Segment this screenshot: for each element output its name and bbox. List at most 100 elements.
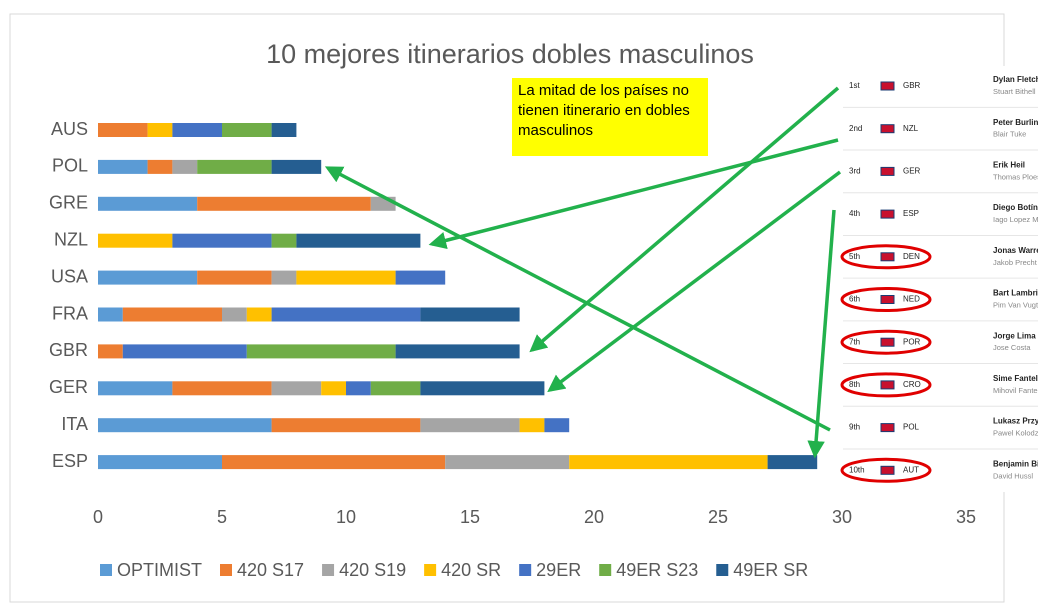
y-tick-label: GBR (49, 340, 88, 360)
rank: 4th (849, 209, 860, 218)
legend-item: 420 SR (424, 560, 501, 580)
helm-name: Diego Botín Le Chev (993, 203, 1038, 212)
y-tick-label: ESP (52, 451, 88, 471)
crew-name: Pawel Kolodzinski (993, 429, 1038, 438)
flag (880, 252, 895, 262)
bar-segment (420, 381, 545, 396)
bar-segment (98, 123, 148, 137)
bar-segment (147, 123, 173, 137)
country: GER (903, 167, 921, 176)
bar-segment (197, 196, 371, 211)
flag (880, 423, 895, 433)
country: POL (903, 423, 920, 432)
helm-name: Benjamin Bildstein (993, 459, 1038, 468)
bar-segment (197, 270, 272, 285)
rank: 3rd (849, 167, 861, 176)
crew-name: Jose Costa (993, 343, 1031, 352)
bar-segment (98, 270, 198, 285)
flag (880, 337, 895, 347)
bar-segment (395, 270, 446, 285)
crew-name: Jakob Precht Jensen (993, 258, 1038, 267)
arrow (324, 166, 831, 432)
bar-segment (98, 418, 272, 433)
legend-swatch (322, 564, 335, 576)
x-tick-label: 25 (708, 507, 728, 527)
bar-segment (370, 381, 421, 396)
helm-name: Peter Burling (993, 118, 1038, 127)
legend-swatch (716, 564, 729, 576)
crew-name: Blair Tuke (993, 130, 1026, 139)
y-tick-label: ITA (61, 414, 88, 434)
helm-name: Jonas Warrer (993, 246, 1038, 255)
bar-segment (246, 307, 272, 322)
rank: 9th (849, 423, 860, 432)
y-tick-label: GER (49, 377, 88, 397)
legend-label: 420 SR (441, 560, 501, 580)
flag (880, 295, 895, 304)
helm-name: Erik Heil (993, 161, 1025, 170)
crew-name: Pim Van Vugt (993, 300, 1038, 309)
bar-segment (222, 455, 446, 470)
crew-name: David Hussl (993, 471, 1033, 480)
legend-swatch (220, 564, 232, 576)
legend-label: 420 S19 (339, 560, 406, 580)
country: NED (903, 295, 920, 304)
bar-segment (445, 455, 570, 470)
flag (880, 124, 895, 134)
helm-name: Bart Lambriex (993, 289, 1038, 298)
bar-segment (172, 233, 272, 248)
bar-segment (420, 418, 520, 433)
bar-segment (222, 307, 247, 322)
crew-name: Mihovil Fantela (993, 386, 1038, 395)
legend-item: OPTIMIST (100, 560, 202, 580)
bar-segment (395, 344, 520, 359)
legend-label: 49ER S23 (616, 560, 698, 580)
bar-segment (246, 344, 396, 359)
bar-segment (98, 233, 173, 248)
flag (880, 380, 895, 390)
country: DEN (903, 252, 920, 261)
x-tick-label: 15 (460, 507, 480, 527)
arrow (529, 86, 840, 353)
legend-item: 49ER SR (716, 560, 808, 580)
bar-segment (544, 418, 570, 433)
bar-segment (321, 381, 346, 396)
country: CRO (903, 380, 921, 389)
legend-label: 420 S17 (237, 560, 304, 580)
highlight-circle (840, 372, 932, 398)
bar-segment (271, 123, 297, 137)
x-tick-label: 35 (956, 507, 976, 527)
bar-segment (271, 159, 322, 174)
bar-segment (271, 381, 322, 396)
arrow (807, 209, 836, 459)
legend-label: 29ER (536, 560, 581, 580)
bar-segment (346, 381, 371, 396)
bar-segment (122, 307, 222, 322)
x-tick-label: 20 (584, 507, 604, 527)
bar-segment (98, 455, 222, 470)
y-tick-label: POL (52, 156, 88, 176)
bar-segment (197, 159, 272, 174)
legend-label: 49ER SR (733, 560, 808, 580)
y-tick-label: NZL (54, 229, 88, 249)
crew-name: Stuart Bithell (993, 87, 1036, 96)
bar-segment (98, 381, 173, 396)
bar-segment (271, 270, 297, 285)
rank: 1st (849, 81, 860, 90)
bar-segment (569, 455, 768, 470)
country: ESP (903, 209, 919, 218)
legend-item: 49ER S23 (599, 560, 698, 580)
highlight-circle (840, 457, 932, 483)
country: GBR (903, 81, 921, 90)
bar-segment (271, 307, 421, 322)
y-tick-label: GRE (49, 193, 88, 213)
bar-segment (222, 123, 272, 137)
rank: 8th (849, 380, 860, 389)
x-tick-label: 30 (832, 507, 852, 527)
y-tick-label: AUS (51, 119, 88, 139)
country: AUT (903, 465, 919, 474)
flag (880, 81, 895, 91)
bar-segment (98, 159, 148, 174)
legend-swatch (100, 564, 112, 576)
legend-item: 29ER (519, 560, 581, 580)
